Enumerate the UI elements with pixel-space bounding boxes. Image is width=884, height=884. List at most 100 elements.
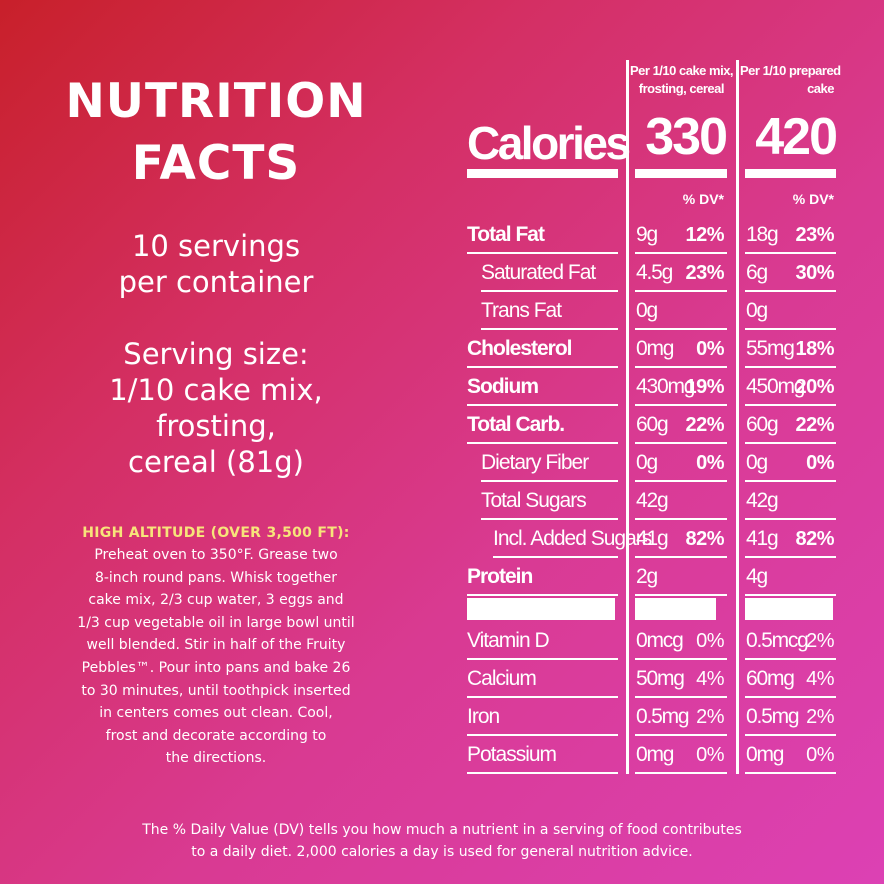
instruction-line: cake mix, 2/3 cup water, 3 eggs and [88,592,344,609]
instruction-line: the directions. [165,750,267,767]
vitamin-amount-col1: 0mg [636,743,674,766]
row-divider [467,734,618,736]
column-1-header: Per 1/10 cake mix, frosting, cereal [630,63,734,96]
high-altitude-heading: HIGH ALTITUDE (OVER 3,500 FT): [82,525,350,541]
instruction-line: Preheat oven to 350°F. Grease two [94,547,338,563]
calories-label: Calories [467,117,631,169]
nutrient-dv-col1: 22% [685,414,724,436]
thick-rule [635,169,727,178]
nutrient-amount-col2: 41g [746,527,779,550]
vitamin-dv-col2: 2% [806,630,834,652]
nutrient-amount-col1: 0g [636,299,658,322]
vitamin-amount-col2: 0.5mcg [746,629,809,652]
row-divider [481,518,618,520]
row-divider [745,480,836,482]
title-line-2: FACTS [131,136,301,191]
nutrient-dv-col1: 0% [696,452,724,474]
row-divider [481,480,618,482]
separator-bar [745,598,833,620]
row-divider [635,442,727,444]
nutrient-amount-col2: 60g [746,413,779,436]
nutrient-amount-col1: 2g [636,565,658,588]
title-line-1: NUTRITION [65,74,367,129]
serving-size-line: cereal (81g) [128,445,304,479]
nutrient-amount-col2: 55mg [746,337,795,360]
row-divider [745,404,836,406]
row-divider [467,772,618,774]
nutrient-dv-col1: 0% [696,338,724,360]
nutrient-dv-col2: 18% [795,338,834,360]
thick-rule [467,169,618,178]
row-divider [467,594,618,596]
nutrient-dv-col2: 82% [795,528,834,550]
row-divider [745,366,836,368]
row-divider [635,556,727,558]
nutrient-amount-col1: 9g [636,223,658,246]
vitamin-label: Potassium [467,743,557,766]
servings-per-container: 10 servings per container [0,228,432,300]
nutrient-dv-col1: 12% [685,224,724,246]
column-2-header: Per 1/10 prepared cake [740,63,841,96]
nutrient-amount-col2: 0g [746,451,768,474]
vitamin-amount-col1: 50mg [636,667,685,690]
vitamin-label: Calcium [467,667,537,690]
row-divider [745,518,836,520]
instruction-line: in centers comes out clean. Cool, [99,705,333,722]
row-divider [635,404,727,406]
column-divider [736,60,739,774]
high-altitude-instructions: Preheat oven to 350°F. Grease two 8-inch… [64,544,368,770]
serving-size-line: 1/10 cake mix, [109,373,323,407]
nutrient-dv-col1: 82% [685,528,724,550]
nutrient-amount-col2: 4g [746,565,768,588]
serving-size-line: Serving size: [123,337,309,371]
nutrient-label: Total Carb. [467,413,565,436]
row-divider [745,658,836,660]
row-divider [635,518,727,520]
nutrient-amount-col1: 0mg [636,337,674,360]
calories-column-1: 330 [645,108,728,166]
row-divider [635,290,727,292]
daily-value-header: % DV* [682,191,724,207]
row-divider [467,252,618,254]
row-divider [467,696,618,698]
instruction-line: 1/3 cup vegetable oil in large bowl unti… [77,614,355,631]
nutrient-dv-col2: 30% [795,262,834,284]
row-divider [635,772,727,774]
nutrient-dv-col2: 20% [795,376,834,398]
row-divider [467,442,618,444]
row-divider [481,290,618,292]
nutrient-label: Protein [467,565,533,588]
row-divider [467,366,618,368]
vitamin-label: Vitamin D [467,629,550,652]
vitamin-amount-col2: 0mg [746,743,784,766]
nutrient-amount-col2: 6g [746,261,768,284]
row-divider [635,328,727,330]
row-divider [745,734,836,736]
nutrient-amount-col2: 450mg [746,375,805,398]
row-divider [745,772,836,774]
servings-line-1: 10 servings [131,229,301,263]
row-divider [467,404,618,406]
footnote-line: The % Daily Value (DV) tells you how muc… [142,822,742,838]
nutrient-label: Total Sugars [481,489,587,512]
row-divider [635,594,727,596]
row-divider [635,734,727,736]
vitamin-dv-col1: 0% [696,630,724,652]
vitamin-amount-col2: 0.5mg [746,705,800,728]
nutrient-label: Dietary Fiber [481,451,589,474]
separator-bar [635,598,716,620]
nutrient-amount-col1: 41g [636,527,669,550]
nutrient-amount-col1: 4.5g [636,261,673,284]
nutrient-label: Cholesterol [467,337,573,360]
vitamin-amount-col1: 0.5mg [636,705,690,728]
row-divider [481,328,618,330]
vitamin-dv-col2: 4% [806,668,834,690]
nutrient-amount-col1: 0g [636,451,658,474]
daily-value-header: % DV* [792,191,834,207]
footnote-line: to a daily diet. 2,000 calories a day is… [191,844,693,860]
row-divider [635,696,727,698]
row-divider [745,696,836,698]
nutrient-dv-col1: 23% [685,262,724,284]
row-divider [635,252,727,254]
